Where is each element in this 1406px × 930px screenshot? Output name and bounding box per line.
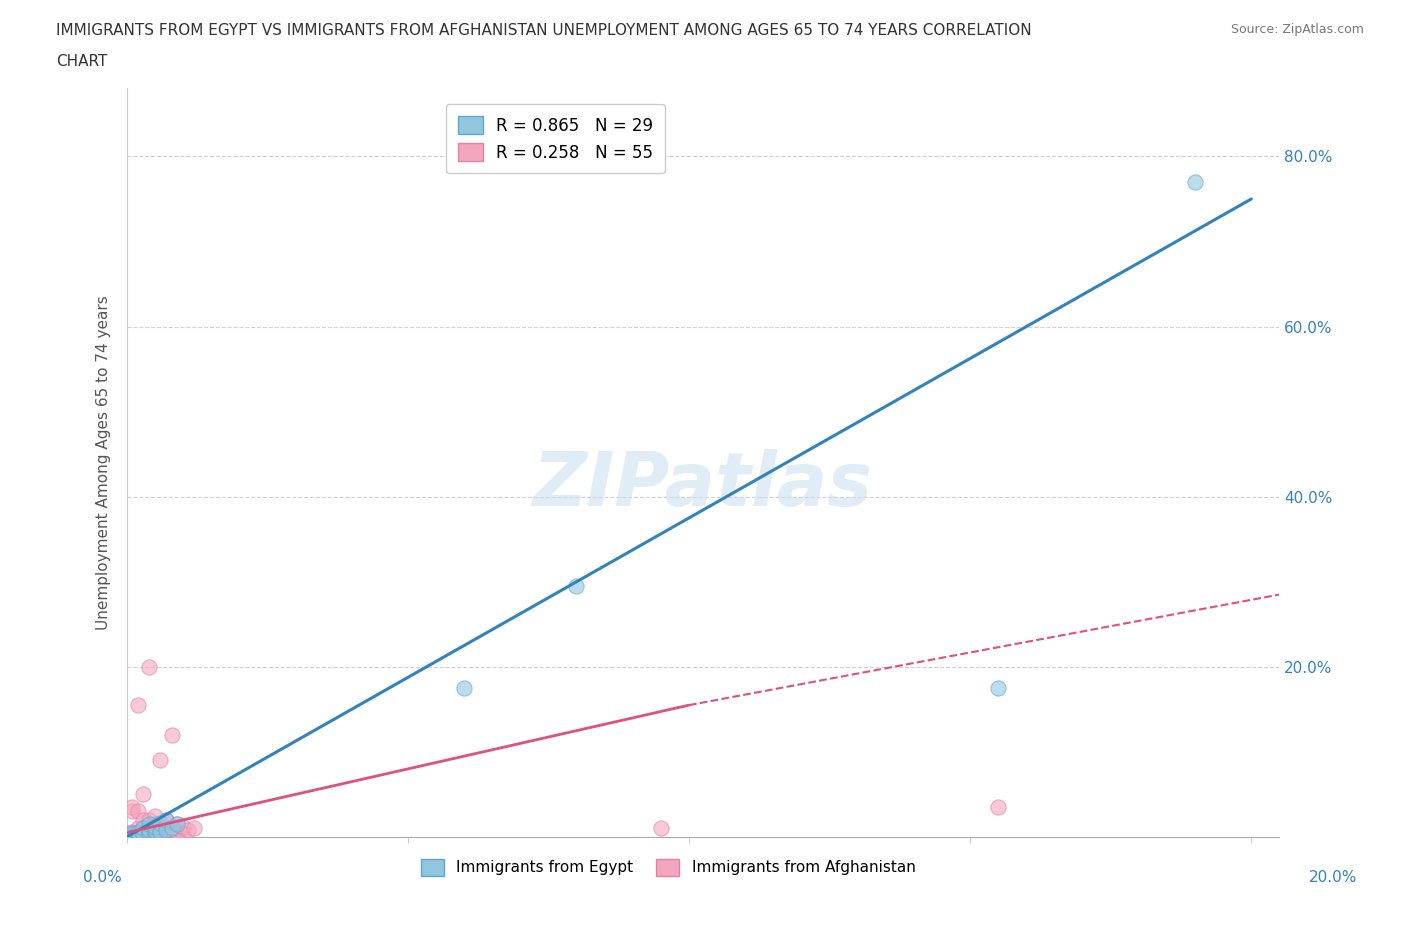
Point: [138, 659, 160, 674]
Point: [138, 827, 160, 842]
Point: [155, 813, 177, 828]
Point: [121, 830, 143, 844]
Point: [166, 817, 188, 831]
Point: [115, 830, 138, 844]
Point: [121, 829, 143, 844]
Legend: Immigrants from Egypt, Immigrants from Afghanistan: Immigrants from Egypt, Immigrants from A…: [415, 853, 921, 882]
Point: [138, 825, 160, 840]
Text: Source: ZipAtlas.com: Source: ZipAtlas.com: [1230, 23, 1364, 36]
Point: [160, 827, 183, 842]
Point: [155, 825, 177, 840]
Point: [127, 825, 149, 840]
Point: [138, 817, 160, 831]
Point: [149, 827, 172, 842]
Point: [132, 813, 155, 828]
Point: [127, 825, 149, 840]
Text: CHART: CHART: [56, 54, 108, 69]
Point: [127, 829, 149, 844]
Point: [160, 727, 183, 742]
Point: [132, 828, 155, 843]
Point: [127, 828, 149, 843]
Point: [149, 819, 172, 834]
Point: [149, 825, 172, 840]
Point: [453, 681, 475, 696]
Point: [987, 800, 1010, 815]
Point: [143, 826, 166, 841]
Point: [127, 698, 149, 712]
Point: [132, 828, 155, 843]
Point: [115, 827, 138, 842]
Point: [132, 827, 155, 842]
Point: [166, 824, 188, 839]
Y-axis label: Unemployment Among Ages 65 to 74 years: Unemployment Among Ages 65 to 74 years: [96, 296, 111, 630]
Point: [132, 787, 155, 802]
Point: [121, 828, 143, 843]
Point: [138, 813, 160, 828]
Point: [166, 827, 188, 842]
Point: [149, 816, 172, 830]
Point: [132, 821, 155, 836]
Point: [155, 821, 177, 836]
Point: [565, 578, 588, 593]
Point: [143, 824, 166, 839]
Point: [121, 825, 143, 840]
Point: [149, 825, 172, 840]
Point: [155, 823, 177, 838]
Point: [155, 813, 177, 828]
Point: [127, 821, 149, 836]
Point: [138, 823, 160, 838]
Point: [115, 826, 138, 841]
Point: [138, 825, 160, 840]
Point: [160, 821, 183, 836]
Point: [650, 821, 672, 836]
Point: [132, 826, 155, 841]
Point: [115, 830, 138, 844]
Point: [138, 827, 160, 842]
Point: [143, 808, 166, 823]
Point: [121, 826, 143, 841]
Point: [155, 827, 177, 842]
Point: [138, 829, 160, 844]
Point: [115, 825, 138, 840]
Text: ZIPatlas: ZIPatlas: [533, 448, 873, 522]
Point: [143, 826, 166, 841]
Point: [121, 825, 143, 840]
Point: [127, 804, 149, 819]
Point: [143, 817, 166, 831]
Point: [160, 825, 183, 840]
Point: [121, 800, 143, 815]
Point: [177, 823, 200, 838]
Point: [166, 817, 188, 831]
Point: [172, 826, 194, 841]
Text: IMMIGRANTS FROM EGYPT VS IMMIGRANTS FROM AFGHANISTAN UNEMPLOYMENT AMONG AGES 65 : IMMIGRANTS FROM EGYPT VS IMMIGRANTS FROM…: [56, 23, 1032, 38]
Point: [183, 821, 205, 836]
Point: [121, 829, 143, 844]
Point: [115, 828, 138, 843]
Point: [987, 681, 1010, 696]
Point: [132, 821, 155, 836]
Point: [115, 829, 138, 844]
Point: [121, 827, 143, 842]
Point: [115, 828, 138, 843]
Point: [138, 821, 160, 836]
Point: [172, 819, 194, 834]
Text: 0.0%: 0.0%: [83, 870, 122, 884]
Point: [132, 825, 155, 840]
Point: [1184, 175, 1206, 190]
Point: [121, 804, 143, 819]
Point: [127, 829, 149, 844]
Point: [143, 819, 166, 834]
Point: [127, 827, 149, 842]
Point: [149, 753, 172, 768]
Point: [143, 828, 166, 843]
Point: [143, 823, 166, 838]
Text: 20.0%: 20.0%: [1309, 870, 1357, 884]
